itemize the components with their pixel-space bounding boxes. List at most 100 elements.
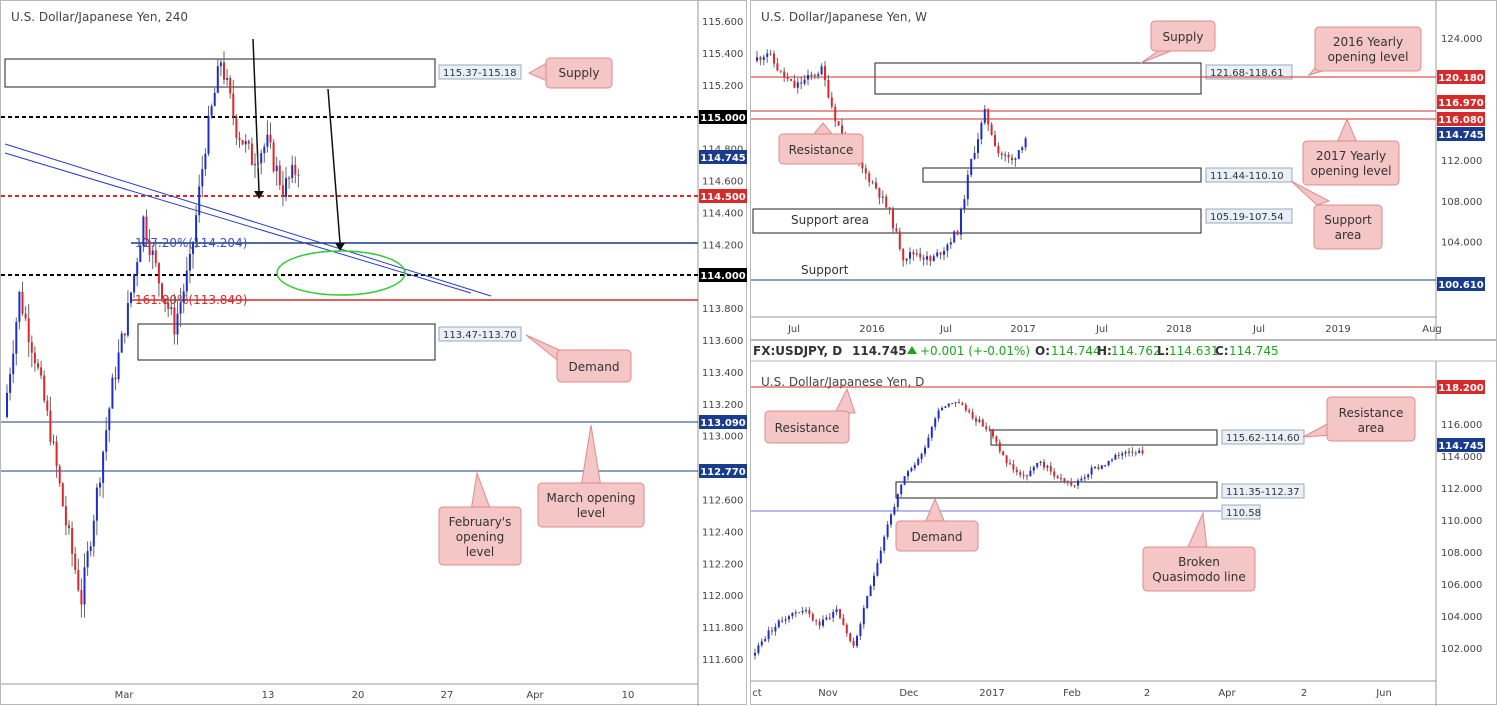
daily-close: 114.745	[1229, 344, 1279, 358]
candle-down	[779, 70, 782, 72]
weekly-chart[interactable]: U.S. Dollar/Japanese Yen, W 121.68-118.6…	[751, 1, 1497, 341]
candle-down	[37, 363, 39, 368]
weekly-x-ticks: Jul 2016 Jul 2017 Jul 2018 Jul 2019 Aug	[787, 324, 1442, 335]
candle-down	[1012, 464, 1015, 470]
weekly-y-tick: 112.000	[1441, 156, 1482, 167]
candle-up	[893, 506, 896, 515]
svg-text:Supply: Supply	[1163, 30, 1204, 44]
candle-down	[1007, 154, 1010, 158]
candle-down	[861, 162, 864, 169]
candle-up	[142, 216, 145, 246]
candle-down	[902, 249, 905, 261]
h4-chart-panel[interactable]: U.S. Dollar/Japanese Yen, 240 115.37-115…	[0, 0, 748, 706]
weekly-y-tick: 104.000	[1441, 238, 1482, 249]
candle-down	[828, 617, 831, 619]
h4-x-tick: Apr	[526, 690, 544, 701]
candle-down	[971, 412, 974, 419]
h4-demand-zone	[137, 323, 436, 361]
h4-trendline-2	[4, 152, 472, 294]
candle-up	[886, 524, 889, 537]
weekly-price-tag	[1437, 127, 1485, 141]
daily-x-tick: 2017	[979, 688, 1004, 699]
svg-text:C:: C:	[1215, 344, 1229, 358]
weekly-chart-panel[interactable]: U.S. Dollar/Japanese Yen, W 121.68-118.6…	[750, 0, 1497, 341]
candle-up	[947, 403, 950, 407]
candle-up	[12, 353, 15, 375]
candle-up	[973, 152, 976, 159]
candle-up	[117, 352, 120, 380]
svg-text:opening level: opening level	[1311, 164, 1392, 178]
candle-up	[822, 619, 824, 626]
candle-down	[164, 298, 167, 303]
candle-up	[963, 199, 966, 210]
h4-y-tick: 111.800	[702, 623, 743, 634]
candle-down	[77, 569, 80, 591]
candle-up	[1107, 460, 1110, 466]
daily-chart-panel[interactable]: FX:USDJPY, D 114.745 +0.001 (+-0.01%) O:…	[750, 340, 1497, 706]
candle-down	[987, 109, 990, 125]
candle-up	[1100, 465, 1103, 469]
candle-up	[1029, 470, 1032, 477]
h4-price-tags: 115.000 114.745 114.500 114.000 113.090 112.7…	[699, 110, 747, 478]
h4-y-tick: 115.400	[702, 49, 743, 60]
candle-down	[998, 442, 1001, 452]
candle-up	[980, 122, 983, 140]
candle-down	[68, 525, 70, 529]
candle-up	[937, 410, 940, 419]
svg-text:March opening: March opening	[547, 491, 636, 505]
candle-down	[786, 77, 789, 80]
svg-text:H:: H:	[1097, 344, 1112, 358]
candle-up	[970, 158, 973, 175]
candle-up	[18, 291, 21, 322]
candle-down	[49, 410, 52, 442]
candle-up	[1004, 154, 1007, 156]
h4-arrow-2-head	[335, 243, 345, 251]
svg-text:Broken: Broken	[1178, 555, 1220, 569]
weekly-y-tick: 108.000	[1441, 197, 1482, 208]
candle-up	[788, 616, 790, 620]
candle-up	[15, 321, 18, 354]
candle-down	[981, 419, 984, 427]
candle-down	[771, 630, 773, 632]
daily-y-tick: 112.000	[1441, 484, 1482, 495]
candle-down	[878, 188, 881, 198]
h4-y-tick: 115.600	[702, 17, 743, 28]
h4-price-tag	[699, 464, 747, 478]
candle-down	[871, 182, 874, 184]
candle-down	[956, 231, 959, 235]
h4-y-tick: 112.400	[702, 527, 743, 538]
candle-down	[895, 228, 898, 232]
h4-callout-mar-open: March opening level	[537, 424, 645, 528]
candle-up	[890, 514, 892, 525]
h4-y-tick: 111.600	[702, 655, 743, 666]
candle-up	[1111, 459, 1113, 461]
candle-up	[754, 652, 756, 656]
candle-down	[922, 257, 925, 260]
up-triangle-icon	[907, 346, 917, 354]
candle-up	[873, 575, 875, 587]
candle-up	[866, 596, 869, 609]
candle-up	[285, 177, 287, 197]
candle-up	[767, 630, 770, 640]
candle-up	[896, 494, 899, 507]
candle-up	[1080, 478, 1083, 481]
h4-candles	[6, 51, 300, 618]
candle-down	[992, 430, 994, 437]
svg-text:Resistance: Resistance	[1339, 406, 1404, 420]
h4-chart[interactable]: U.S. Dollar/Japanese Yen, 240 115.37-115…	[1, 1, 748, 706]
daily-x-ticks: ct Nov Dec 2017 Feb 2 Apr 2 Jun	[752, 688, 1392, 699]
candle-down	[238, 137, 241, 141]
candle-up	[913, 464, 916, 469]
candle-down	[288, 177, 291, 179]
candle-up	[777, 620, 780, 627]
h4-y-tick: 115.200	[702, 81, 743, 92]
candle-up	[130, 292, 132, 304]
candle-down	[830, 97, 833, 107]
candle-up	[983, 109, 986, 123]
weekly-support-zone-1	[922, 167, 1202, 183]
candle-up	[291, 164, 294, 179]
h4-y-tick: 113.200	[702, 400, 743, 411]
daily-y-tick: 116.000	[1441, 420, 1482, 431]
daily-chart[interactable]: FX:USDJPY, D 114.745 +0.001 (+-0.01%) O:…	[751, 341, 1497, 706]
candle-up	[926, 256, 928, 260]
